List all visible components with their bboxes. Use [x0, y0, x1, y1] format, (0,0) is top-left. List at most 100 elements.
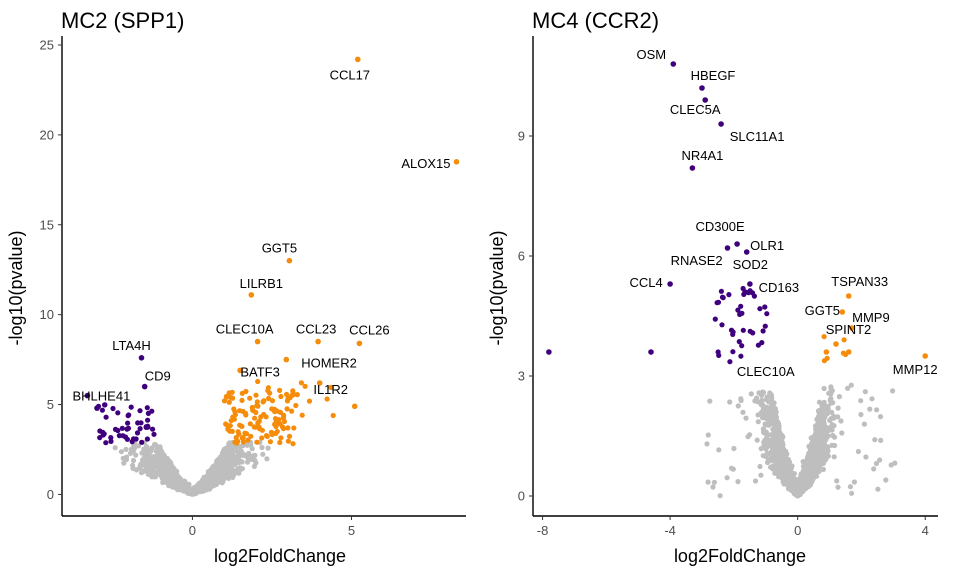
ns-point: [873, 460, 880, 467]
up-point: [255, 420, 261, 426]
down-point: [141, 383, 148, 390]
up-point: [243, 388, 249, 395]
x-tick-label: -8: [537, 523, 549, 538]
up-point: [290, 441, 296, 447]
ns-point: [221, 473, 227, 479]
ns-point: [829, 422, 835, 428]
ns-point: [815, 423, 821, 429]
y-tick-label: 5: [47, 397, 54, 412]
up-point: [240, 439, 246, 445]
ns-point: [224, 461, 230, 467]
up-point: [227, 428, 233, 434]
down-point: [724, 245, 731, 251]
up-point: [356, 340, 363, 347]
up-point: [233, 435, 239, 441]
ns-point: [710, 484, 716, 490]
up-point: [294, 392, 300, 398]
up-point: [240, 434, 246, 441]
ns-point: [778, 438, 784, 445]
down-point: [122, 434, 129, 440]
ns-point: [707, 398, 713, 404]
ns-point: [766, 414, 772, 420]
down-point: [747, 288, 753, 294]
down-point: [119, 425, 125, 431]
up-point: [230, 395, 236, 401]
down-point: [125, 425, 132, 431]
up-point: [286, 257, 293, 264]
ns-point: [148, 448, 154, 454]
up-point: [248, 433, 254, 439]
gene-label: SOD2: [733, 257, 768, 272]
significant-point-clusters: [712, 285, 849, 365]
up-point: [230, 414, 236, 420]
down-point: [718, 288, 725, 294]
ns-point: [127, 450, 133, 456]
panel-mc2-spp1: MC2 (SPP1) log2FoldChange -log10(pvalue)…: [6, 8, 466, 566]
up-point: [269, 398, 276, 404]
up-point: [221, 398, 228, 404]
up-point: [274, 428, 280, 435]
y-tick-label: 25: [40, 37, 54, 52]
down-point: [94, 405, 100, 411]
ns-point: [824, 433, 831, 439]
ns-point: [756, 390, 762, 396]
ns-point: [735, 479, 741, 485]
ns-point: [816, 411, 822, 417]
x-tick-label: 0: [794, 523, 801, 538]
gene-label: GGT5: [805, 303, 840, 318]
down-point: [751, 293, 758, 299]
up-point: [254, 403, 260, 409]
up-point: [849, 325, 855, 331]
down-point: [747, 281, 753, 287]
down-point: [727, 359, 733, 365]
up-point: [266, 395, 272, 402]
down-point: [762, 323, 768, 329]
down-point: [737, 311, 743, 317]
down-point: [110, 405, 116, 412]
series-up: [823, 293, 928, 359]
ns-point: [776, 474, 782, 480]
ns-point: [760, 453, 766, 459]
up-point: [254, 338, 261, 345]
up-point: [239, 423, 245, 429]
ns-point: [727, 399, 733, 405]
up-point: [281, 418, 287, 425]
up-point: [272, 416, 279, 422]
ns-point: [206, 480, 212, 486]
ns-point: [199, 483, 205, 489]
down-point: [689, 165, 696, 171]
up-point: [254, 439, 260, 445]
ns-point: [252, 452, 258, 458]
x-tick-label: 4: [922, 523, 929, 538]
up-point: [247, 395, 253, 401]
up-point: [272, 421, 278, 427]
up-point: [355, 56, 361, 63]
ns-point: [194, 484, 200, 490]
down-point: [99, 407, 105, 413]
ns-point: [817, 461, 823, 467]
up-point: [267, 439, 273, 445]
ns-point: [826, 390, 832, 396]
ns-point: [782, 453, 788, 459]
ns-point: [210, 473, 216, 479]
ns-point: [817, 418, 823, 424]
ns-point: [764, 459, 771, 466]
ns-point-cloud: [112, 439, 271, 497]
down-point: [151, 431, 157, 437]
down-point: [103, 440, 109, 446]
ns-point: [828, 395, 834, 402]
ns-point: [770, 457, 776, 463]
down-point: [108, 435, 114, 441]
down-point: [138, 420, 144, 426]
ns-point: [836, 394, 843, 400]
down-point: [734, 241, 740, 247]
up-point: [283, 356, 290, 363]
ns-point: [774, 468, 780, 475]
ns-point: [731, 445, 737, 452]
ns-point: [728, 465, 735, 471]
ns-point: [145, 467, 151, 473]
gene-label: CCL23: [296, 322, 336, 337]
ns-point: [815, 450, 822, 456]
down-point: [139, 439, 145, 445]
